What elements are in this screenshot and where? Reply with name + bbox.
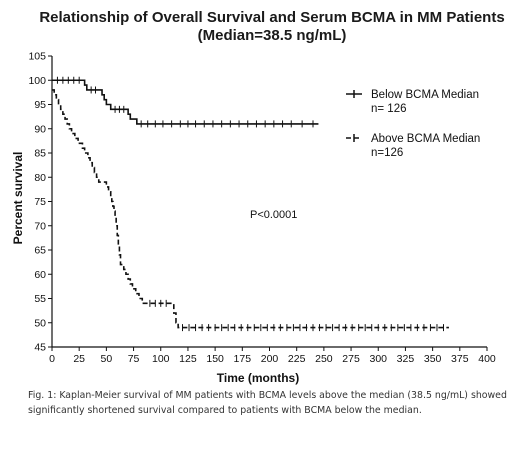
y-tick-label: 105 xyxy=(28,51,46,63)
y-tick-label: 55 xyxy=(34,293,46,305)
x-tick-label: 50 xyxy=(101,353,113,365)
x-tick-label: 375 xyxy=(451,353,469,365)
y-tick-label: 50 xyxy=(34,317,46,329)
survival-chart: Relationship of Overall Survival and Ser… xyxy=(11,9,505,385)
chart-subtitle: (Median=38.5 ng/mL) xyxy=(198,27,347,44)
x-tick-label: 125 xyxy=(179,353,197,365)
figure-caption: Fig. 1: Kaplan-Meier survival of MM pati… xyxy=(28,390,507,416)
x-tick-label: 200 xyxy=(261,353,279,365)
y-tick-label: 60 xyxy=(34,269,46,281)
chart-title: Relationship of Overall Survival and Ser… xyxy=(39,9,504,26)
x-tick-label: 75 xyxy=(128,353,140,365)
y-tick-label: 100 xyxy=(28,75,46,87)
y-tick-label: 95 xyxy=(34,99,46,111)
y-tick-label: 90 xyxy=(34,123,46,135)
legend-n-above: n=126 xyxy=(371,147,403,159)
x-tick-label: 175 xyxy=(234,353,252,365)
series-line-below-median xyxy=(52,79,319,125)
x-tick-label: 325 xyxy=(397,353,415,365)
y-tick-label: 80 xyxy=(34,172,46,184)
y-tick-label: 85 xyxy=(34,148,46,160)
legend-n-below: n= 126 xyxy=(371,103,407,115)
y-tick-label: 70 xyxy=(34,220,46,232)
legend-item-below: Below BCMA Median n= 126 xyxy=(346,89,479,115)
legend-item-above: Above BCMA Median n=126 xyxy=(346,133,480,159)
y-tick-label: 75 xyxy=(34,196,46,208)
x-tick-label: 350 xyxy=(424,353,442,365)
x-tick-label: 150 xyxy=(206,353,224,365)
y-tick-label: 65 xyxy=(34,245,46,257)
x-tick-label: 225 xyxy=(288,353,306,365)
legend-label-below: Below BCMA Median xyxy=(371,89,479,101)
x-axis-label: Time (months) xyxy=(217,371,299,385)
series-line-above-median xyxy=(52,89,449,329)
x-tick-label: 100 xyxy=(152,353,170,365)
legend-label-above: Above BCMA Median xyxy=(371,133,480,145)
y-tick-label: 45 xyxy=(34,342,46,354)
y-axis-label: Percent survival xyxy=(11,152,25,245)
x-tick-label: 250 xyxy=(315,353,333,365)
x-tick-label: 25 xyxy=(73,353,85,365)
x-axis-ticks: 0 25 50 75 100 125 150 175 200 225 250 275 300 325 350… xyxy=(49,347,496,365)
x-tick-label: 400 xyxy=(478,353,496,365)
x-tick-label: 300 xyxy=(369,353,387,365)
x-tick-label: 275 xyxy=(342,353,360,365)
series-layer xyxy=(52,76,449,332)
p-value-annotation: P<0.0001 xyxy=(250,209,297,221)
y-axis-ticks: 45 50 55 60 65 70 75 80 85 90 95 100 105 xyxy=(28,51,52,354)
x-tick-label: 0 xyxy=(49,353,55,365)
legend: Below BCMA Median n= 126 Above BCMA Medi… xyxy=(346,89,480,159)
